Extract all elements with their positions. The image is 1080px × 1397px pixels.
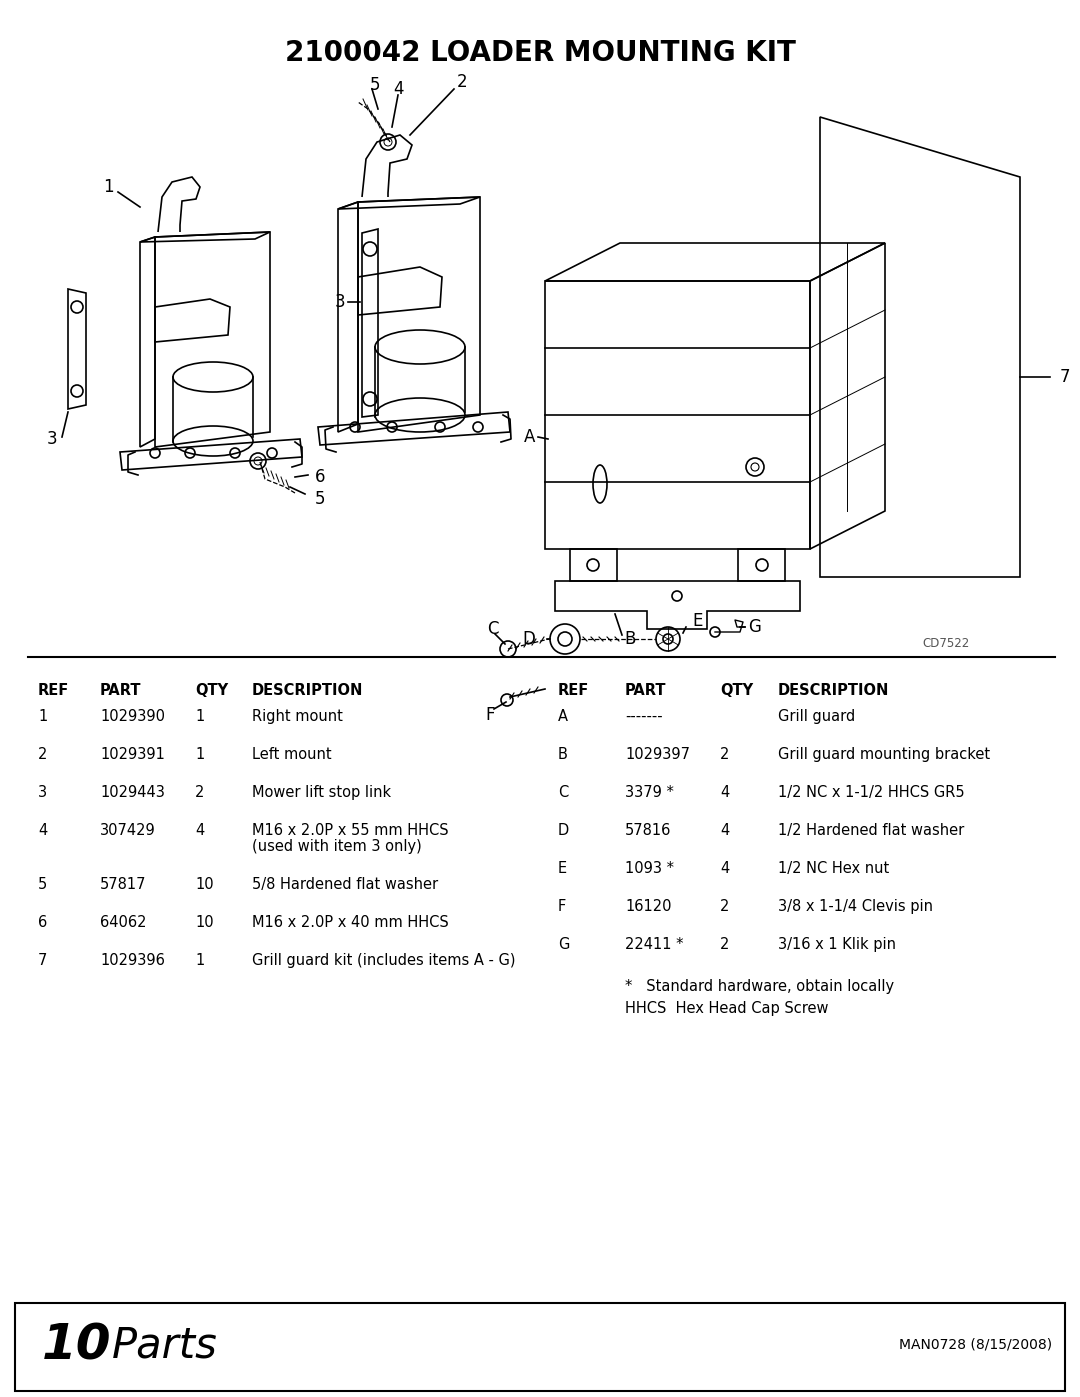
Text: C: C [487,620,499,638]
Text: 1/2 NC Hex nut: 1/2 NC Hex nut [778,861,889,876]
Text: F: F [558,900,566,914]
Text: 2: 2 [38,747,48,761]
Text: 1029391: 1029391 [100,747,165,761]
Text: 10: 10 [195,877,214,893]
Text: 57816: 57816 [625,823,672,838]
Text: 22411 *: 22411 * [625,937,684,951]
Text: *   Standard hardware, obtain locally: * Standard hardware, obtain locally [625,979,894,995]
Text: 5/8 Hardened flat washer: 5/8 Hardened flat washer [252,877,438,893]
Text: QTY: QTY [720,683,753,698]
Text: Left mount: Left mount [252,747,332,761]
Text: 1: 1 [195,747,204,761]
Text: HHCS  Hex Head Cap Screw: HHCS Hex Head Cap Screw [625,1002,828,1016]
Text: Parts: Parts [112,1324,218,1366]
Text: CD7522: CD7522 [922,637,970,650]
Text: A: A [558,710,568,724]
Text: 16120: 16120 [625,900,672,914]
Text: 3: 3 [46,430,57,448]
Text: Grill guard kit (includes items A - G): Grill guard kit (includes items A - G) [252,953,515,968]
Text: 64062: 64062 [100,915,147,930]
Text: PART: PART [100,683,141,698]
Text: DESCRIPTION: DESCRIPTION [778,683,889,698]
Text: 1029396: 1029396 [100,953,165,968]
Text: 7: 7 [38,953,48,968]
Text: 307429: 307429 [100,823,156,838]
Text: 5: 5 [314,490,325,509]
Text: C: C [558,785,568,800]
Text: 10: 10 [42,1322,111,1369]
Text: 5: 5 [38,877,48,893]
Text: 1: 1 [195,953,204,968]
FancyBboxPatch shape [15,1303,1065,1391]
Text: G: G [558,937,569,951]
Text: REF: REF [558,683,590,698]
Text: 2: 2 [720,900,729,914]
Text: 1093 *: 1093 * [625,861,674,876]
Text: -------: ------- [625,710,663,724]
Text: 3: 3 [38,785,48,800]
Text: 1/2 NC x 1-1/2 HHCS GR5: 1/2 NC x 1-1/2 HHCS GR5 [778,785,964,800]
Text: A: A [524,427,535,446]
Text: 1: 1 [38,710,48,724]
Text: 3/16 x 1 Klik pin: 3/16 x 1 Klik pin [778,937,896,951]
Text: 3/8 x 1-1/4 Clevis pin: 3/8 x 1-1/4 Clevis pin [778,900,933,914]
Text: 4: 4 [720,785,729,800]
Text: 4: 4 [393,80,403,98]
Text: 4: 4 [38,823,48,838]
Text: (used with item 3 only): (used with item 3 only) [252,840,422,854]
Text: E: E [558,861,567,876]
Text: 4: 4 [195,823,204,838]
Text: D: D [558,823,569,838]
Text: REF: REF [38,683,69,698]
Bar [545,281,810,549]
Text: B: B [624,630,636,648]
Text: G: G [748,617,761,636]
Text: D: D [522,630,535,648]
Text: QTY: QTY [195,683,228,698]
Text: 2: 2 [720,937,729,951]
Text: Mower lift stop link: Mower lift stop link [252,785,391,800]
Text: 3: 3 [335,293,346,312]
Text: 5: 5 [369,75,380,94]
Text: 1029443: 1029443 [100,785,165,800]
Text: 1029397: 1029397 [625,747,690,761]
Text: M16 x 2.0P x 40 mm HHCS: M16 x 2.0P x 40 mm HHCS [252,915,449,930]
Text: 2: 2 [195,785,204,800]
Text: 6: 6 [314,468,325,486]
Text: DESCRIPTION: DESCRIPTION [252,683,363,698]
Text: 3379 *: 3379 * [625,785,674,800]
Text: 2: 2 [457,73,468,91]
Text: 1/2 Hardened flat washer: 1/2 Hardened flat washer [778,823,964,838]
Text: B: B [558,747,568,761]
Text: 10: 10 [195,915,214,930]
Text: 4: 4 [720,861,729,876]
Text: M16 x 2.0P x 55 mm HHCS: M16 x 2.0P x 55 mm HHCS [252,823,448,838]
Text: E: E [692,612,703,630]
Text: 7: 7 [1059,367,1070,386]
Text: 2100042 LOADER MOUNTING KIT: 2100042 LOADER MOUNTING KIT [284,39,796,67]
Text: Grill guard mounting bracket: Grill guard mounting bracket [778,747,990,761]
Text: PART: PART [625,683,666,698]
Text: 1029390: 1029390 [100,710,165,724]
Text: 1: 1 [103,177,113,196]
Text: 57817: 57817 [100,877,147,893]
Text: MAN0728 (8/15/2008): MAN0728 (8/15/2008) [899,1338,1052,1352]
Text: F: F [485,705,495,724]
Text: 1: 1 [195,710,204,724]
Text: 4: 4 [720,823,729,838]
Text: 2: 2 [720,747,729,761]
Text: 6: 6 [38,915,48,930]
Text: Grill guard: Grill guard [778,710,855,724]
Text: Right mount: Right mount [252,710,342,724]
